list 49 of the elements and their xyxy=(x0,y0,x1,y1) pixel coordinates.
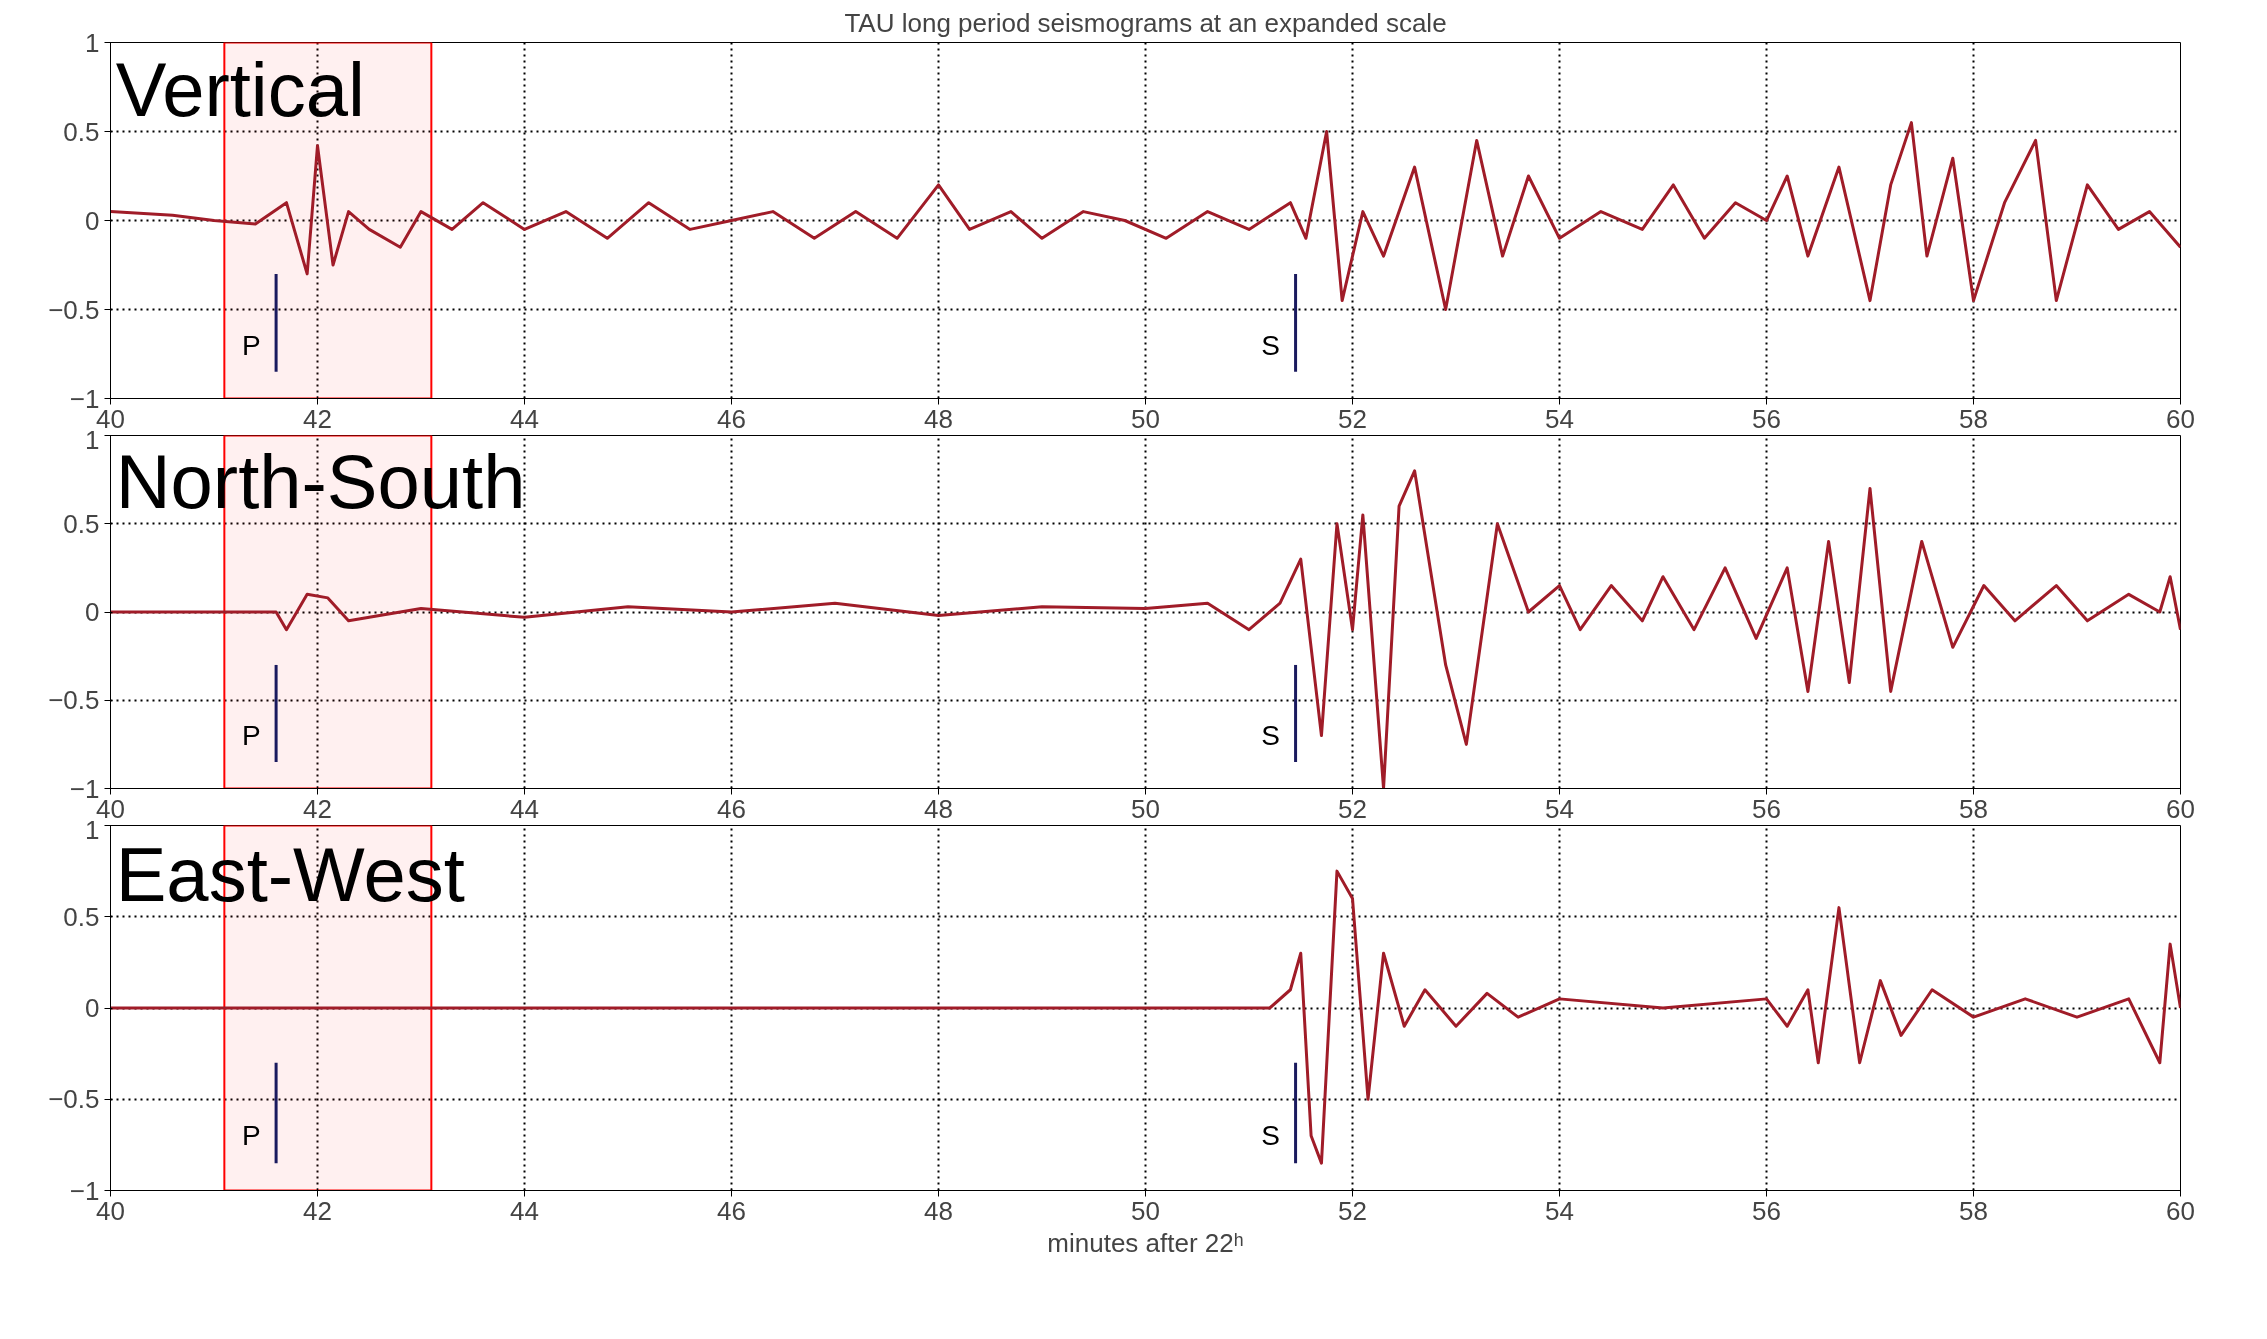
ref-line-label: P xyxy=(241,329,261,361)
x-axis-title: minutes after 22ʰ xyxy=(1047,1227,1244,1258)
x-tick-label: 44 xyxy=(510,403,539,434)
x-tick-label: 58 xyxy=(1959,793,1988,824)
y-tick-label: 1 xyxy=(85,27,100,58)
x-tick-label: 46 xyxy=(717,793,746,824)
x-tick-label: 48 xyxy=(924,793,953,824)
x-tick-label: 46 xyxy=(717,1195,746,1226)
y-tick-label: 0 xyxy=(85,205,100,236)
ref-line-label: S xyxy=(1261,1120,1281,1152)
x-tick-label: 50 xyxy=(1131,1195,1160,1226)
x-tick-label: 42 xyxy=(303,793,332,824)
y-tick-label: −0.5 xyxy=(48,1084,100,1115)
x-tick-label: 56 xyxy=(1752,403,1781,434)
x-tick-label: 52 xyxy=(1338,1195,1367,1226)
y-tick-label: 0 xyxy=(85,993,100,1023)
y-tick-label: 0.5 xyxy=(63,901,100,932)
y-tick-label: 0.5 xyxy=(63,508,100,539)
x-tick-label: 60 xyxy=(2166,1195,2195,1226)
x-tick-label: 54 xyxy=(1545,403,1574,434)
x-tick-label: 56 xyxy=(1752,793,1781,824)
x-tick-label: 60 xyxy=(2166,403,2195,434)
ref-line-label: S xyxy=(1261,329,1281,361)
x-tick-label: 48 xyxy=(924,1195,953,1226)
chart-title: TAU long period seismograms at an expanded scale xyxy=(844,7,1447,38)
line-series xyxy=(110,121,2181,311)
x-tick-label: 52 xyxy=(1338,793,1367,824)
ref-line-label: S xyxy=(1261,720,1281,752)
x-tick-label: 42 xyxy=(303,1195,332,1226)
x-tick-label: 42 xyxy=(303,403,332,434)
x-tick-label: 58 xyxy=(1959,1195,1988,1226)
y-tick-label: −0.5 xyxy=(48,294,100,325)
y-tick-label: 0 xyxy=(85,597,100,627)
x-tick-label: 50 xyxy=(1131,403,1160,434)
x-tick-label: 56 xyxy=(1752,1195,1781,1226)
y-tick-label: 0.5 xyxy=(63,116,100,147)
x-tick-label: 60 xyxy=(2166,793,2195,824)
x-tick-label: 54 xyxy=(1545,793,1574,824)
x-tick-label: 44 xyxy=(510,793,539,824)
x-tick-label: 48 xyxy=(924,403,953,434)
ref-line-label: P xyxy=(241,1120,261,1152)
x-tick-label: 52 xyxy=(1338,403,1367,434)
x-tick-label: 50 xyxy=(1131,793,1160,824)
x-tick-label: 54 xyxy=(1545,1195,1574,1226)
y-tick-label: −0.5 xyxy=(48,685,100,716)
x-tick-label: 44 xyxy=(510,1195,539,1226)
ref-line-label: P xyxy=(241,720,261,752)
x-tick-label: 58 xyxy=(1959,403,1988,434)
x-tick-label: 46 xyxy=(717,403,746,434)
